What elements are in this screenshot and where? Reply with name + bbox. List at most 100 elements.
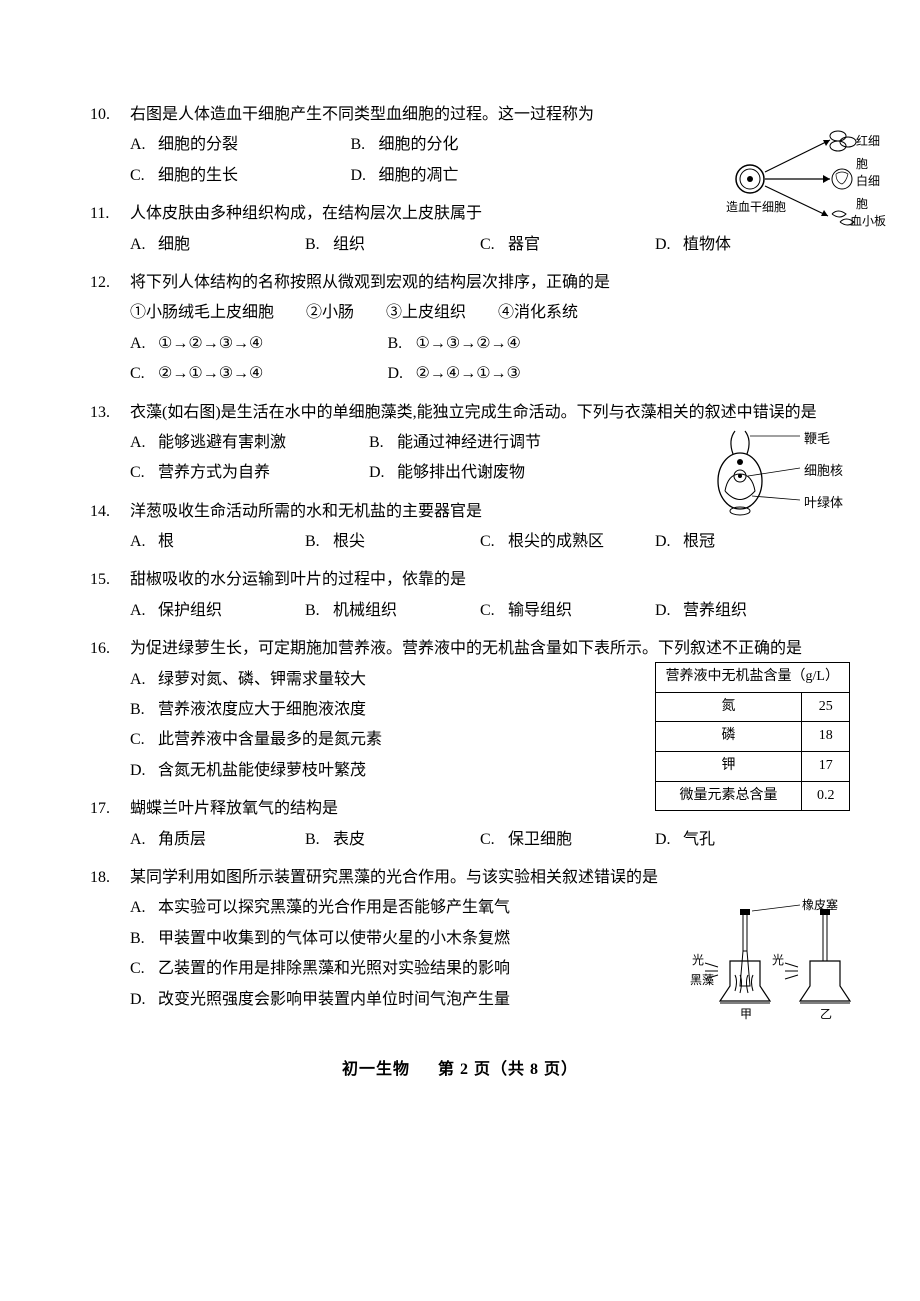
q10-num: 10. xyxy=(90,100,130,130)
q17-A: 角质层 xyxy=(158,825,206,855)
q12-item1: ①小肠绒毛上皮细胞 xyxy=(130,298,274,328)
question-15: 15. 甜椒吸收的水分运输到叶片的过程中，依靠的是 A.保护组织 B.机械组织 … xyxy=(90,565,830,626)
q12-D-label: D. xyxy=(388,359,416,389)
q15-D: 营养组织 xyxy=(683,596,747,626)
q14-num: 14. xyxy=(90,497,130,527)
q10-C: 细胞的生长 xyxy=(158,161,238,191)
footer-page: 第 2 页（共 8 页） xyxy=(438,1061,578,1078)
q16-table-header: 营养液中无机盐含量（g/L） xyxy=(655,663,849,693)
q10-dia-out1: 红细胞 xyxy=(856,130,890,176)
q11-D-label: D. xyxy=(655,230,683,260)
q17-text: 蝴蝶兰叶片释放氧气的结构是 xyxy=(130,794,830,824)
question-10: 10. 右图是人体造血干细胞产生不同类型血细胞的过程。这一过程称为 A.细胞的分… xyxy=(90,100,830,191)
q11-C-label: C. xyxy=(480,230,508,260)
q15-text: 甜椒吸收的水分运输到叶片的过程中，依靠的是 xyxy=(130,565,830,595)
q13-D: 能够排出代谢废物 xyxy=(397,458,525,488)
q17-A-label: A. xyxy=(130,825,158,855)
q15-num: 15. xyxy=(90,565,130,595)
q13-D-label: D. xyxy=(369,458,397,488)
q18-dia-cork: 橡皮塞 xyxy=(802,894,838,917)
q15-C-label: C. xyxy=(480,596,508,626)
q18-D: 改变光照强度会影响甲装置内单位时间气泡产生量 xyxy=(158,985,510,1015)
question-13: 13. 衣藻(如右图)是生活在水中的单细胞藻类,能独立完成生命活动。下列与衣藻相… xyxy=(90,398,830,489)
q18-dia-light2: 光 xyxy=(772,949,784,972)
q18-C-label: C. xyxy=(130,954,158,984)
q12-item2: ②小肠 xyxy=(306,298,354,328)
q18-diagram: 橡皮塞 光 光 黑藻 甲 乙 xyxy=(690,891,870,1021)
q12-A: ①→②→③→④ xyxy=(158,329,263,359)
q13-A: 能够逃避有害刺激 xyxy=(158,428,286,458)
q16-table: 营养液中无机盐含量（g/L） 氮25 磷18 钾17 微量元素总含量0.2 xyxy=(655,662,850,811)
q18-num: 18. xyxy=(90,863,130,893)
q10-A-label: A. xyxy=(130,130,158,160)
q10-C-label: C. xyxy=(130,161,158,191)
page-footer: 初一生物 第 2 页（共 8 页） xyxy=(90,1055,830,1085)
q18-dia-yi: 乙 xyxy=(820,1003,832,1026)
q10-dia-out3: 血小板 xyxy=(850,210,886,233)
q15-B: 机械组织 xyxy=(333,596,397,626)
q14-D-label: D. xyxy=(655,527,683,557)
q13-B-label: B. xyxy=(369,428,397,458)
q16-r2-c1: 17 xyxy=(802,752,850,782)
q14-C-label: C. xyxy=(480,527,508,557)
footer-subject: 初一生物 xyxy=(342,1061,410,1078)
q12-text: 将下列人体结构的名称按照从微观到宏观的结构层次排序，正确的是 xyxy=(130,268,830,298)
q16-num: 16. xyxy=(90,634,130,664)
q17-C: 保卫细胞 xyxy=(508,825,572,855)
q18-B: 甲装置中收集到的气体可以使带火星的小木条复燃 xyxy=(158,924,510,954)
q16-r1-c0: 磷 xyxy=(655,722,802,752)
q11-num: 11. xyxy=(90,199,130,229)
q10-dia-out2: 白细胞 xyxy=(856,170,890,216)
q15-A-label: A. xyxy=(130,596,158,626)
q13-C-label: C. xyxy=(130,458,158,488)
q10-B-label: B. xyxy=(351,130,379,160)
q16-r2-c0: 钾 xyxy=(655,752,802,782)
q16-B-label: B. xyxy=(130,695,158,725)
q11-text: 人体皮肤由多种组织构成，在结构层次上皮肤属于 xyxy=(130,199,830,229)
q17-D-label: D. xyxy=(655,825,683,855)
q14-C: 根尖的成熟区 xyxy=(508,527,604,557)
question-18: 18. 某同学利用如图所示装置研究黑藻的光合作用。与该实验相关叙述错误的是 A.… xyxy=(90,863,830,1015)
q13-C: 营养方式为自养 xyxy=(158,458,270,488)
q12-B-label: B. xyxy=(388,329,416,359)
q18-A: 本实验可以探究黑藻的光合作用是否能够产生氧气 xyxy=(158,893,510,923)
q13-dia-l2: 细胞核 xyxy=(804,459,843,484)
q18-D-label: D. xyxy=(130,985,158,1015)
q16-A: 绿萝对氮、磷、钾需求量较大 xyxy=(158,665,366,695)
q10-A: 细胞的分裂 xyxy=(158,130,238,160)
q12-items: ①小肠绒毛上皮细胞 ②小肠 ③上皮组织 ④消化系统 xyxy=(90,298,830,328)
q16-A-label: A. xyxy=(130,665,158,695)
q11-A-label: A. xyxy=(130,230,158,260)
q12-num: 12. xyxy=(90,268,130,298)
q16-B: 营养液浓度应大于细胞液浓度 xyxy=(158,695,366,725)
q18-text: 某同学利用如图所示装置研究黑藻的光合作用。与该实验相关叙述错误的是 xyxy=(130,863,830,893)
q16-r0-c0: 氮 xyxy=(655,692,802,722)
q13-num: 13. xyxy=(90,398,130,428)
question-17: 17. 蝴蝶兰叶片释放氧气的结构是 A.角质层 B.表皮 C.保卫细胞 D.气孔 xyxy=(90,794,830,855)
q12-C: ②→①→③→④ xyxy=(158,359,263,389)
q16-D-label: D. xyxy=(130,756,158,786)
q17-C-label: C. xyxy=(480,825,508,855)
question-11: 11. 人体皮肤由多种组织构成，在结构层次上皮肤属于 A.细胞 B.组织 C.器… xyxy=(90,199,830,260)
q11-C: 器官 xyxy=(508,230,540,260)
q13-text: 衣藻(如右图)是生活在水中的单细胞藻类,能独立完成生命活动。下列与衣藻相关的叙述… xyxy=(130,398,830,428)
q12-A-label: A. xyxy=(130,329,158,359)
q12-D: ②→④→①→③ xyxy=(416,359,521,389)
q11-D: 植物体 xyxy=(683,230,731,260)
q13-A-label: A. xyxy=(130,428,158,458)
q17-num: 17. xyxy=(90,794,130,824)
question-16: 16. 为促进绿萝生长，可定期施加营养液。营养液中的无机盐含量如下表所示。下列叙… xyxy=(90,634,830,786)
q13-dia-l1: 鞭毛 xyxy=(804,427,830,452)
q10-D: 细胞的凋亡 xyxy=(379,161,459,191)
q14-D: 根冠 xyxy=(683,527,715,557)
q18-dia-jia: 甲 xyxy=(740,1003,752,1026)
question-12: 12. 将下列人体结构的名称按照从微观到宏观的结构层次排序，正确的是 ①小肠绒毛… xyxy=(90,268,830,390)
q18-dia-algae: 黑藻 xyxy=(690,969,714,992)
q14-B: 根尖 xyxy=(333,527,365,557)
q16-r0-c1: 25 xyxy=(802,692,850,722)
q16-C: 此营养液中含量最多的是氮元素 xyxy=(158,725,382,755)
q16-r1-c1: 18 xyxy=(802,722,850,752)
q14-A: 根 xyxy=(158,527,174,557)
q17-B: 表皮 xyxy=(333,825,365,855)
q18-C: 乙装置的作用是排除黑藻和光照对实验结果的影响 xyxy=(158,954,510,984)
